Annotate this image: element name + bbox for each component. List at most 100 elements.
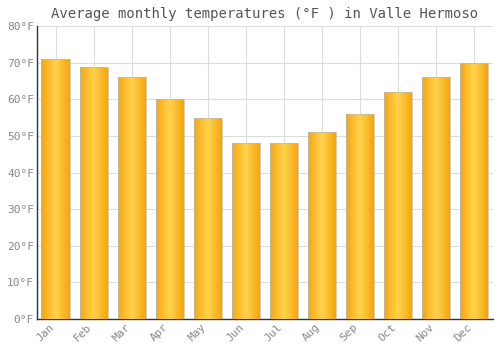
Bar [270,143,298,319]
Bar [388,92,390,319]
Bar [202,118,203,319]
Bar [107,66,108,319]
Bar [168,99,169,319]
Bar [172,99,174,319]
Bar [285,143,286,319]
Bar [480,63,482,319]
Bar [47,59,48,319]
Bar [248,143,249,319]
Bar [346,114,374,319]
Bar [42,59,43,319]
Bar [326,132,328,319]
Bar [393,92,394,319]
Bar [395,92,396,319]
Bar [474,63,475,319]
Bar [430,77,432,319]
Bar [53,59,54,319]
Bar [354,114,355,319]
Bar [60,59,62,319]
Bar [208,118,209,319]
Bar [324,132,325,319]
Bar [239,143,240,319]
Bar [402,92,404,319]
Bar [319,132,320,319]
Bar [482,63,484,319]
Bar [408,92,410,319]
Bar [254,143,256,319]
Bar [477,63,478,319]
Bar [346,114,348,319]
Bar [328,132,330,319]
Bar [94,66,96,319]
Bar [240,143,241,319]
Bar [334,132,336,319]
Bar [198,118,200,319]
Bar [69,59,70,319]
Bar [125,77,126,319]
Bar [92,66,93,319]
Bar [196,118,198,319]
Bar [246,143,247,319]
Bar [183,99,184,319]
Bar [288,143,290,319]
Bar [160,99,162,319]
Bar [322,132,323,319]
Bar [441,77,442,319]
Bar [476,63,477,319]
Bar [460,63,461,319]
Bar [200,118,201,319]
Bar [286,143,287,319]
Bar [292,143,294,319]
Bar [250,143,252,319]
Bar [439,77,440,319]
Bar [434,77,435,319]
Bar [169,99,170,319]
Bar [479,63,480,319]
Bar [129,77,130,319]
Bar [330,132,332,319]
Bar [138,77,140,319]
Bar [102,66,104,319]
Bar [166,99,167,319]
Bar [428,77,430,319]
Bar [486,63,488,319]
Bar [484,63,486,319]
Bar [64,59,66,319]
Bar [84,66,85,319]
Bar [462,63,464,319]
Bar [318,132,319,319]
Bar [282,143,283,319]
Bar [80,66,82,319]
Bar [158,99,160,319]
Bar [390,92,392,319]
Bar [442,77,444,319]
Bar [478,63,479,319]
Bar [308,132,336,319]
Bar [98,66,100,319]
Bar [444,77,446,319]
Bar [355,114,356,319]
Bar [130,77,131,319]
Bar [436,77,437,319]
Bar [58,59,59,319]
Bar [136,77,138,319]
Bar [435,77,436,319]
Bar [424,77,426,319]
Bar [49,59,50,319]
Bar [470,63,471,319]
Bar [212,118,214,319]
Bar [170,99,171,319]
Bar [448,77,450,319]
Bar [321,132,322,319]
Bar [256,143,258,319]
Bar [162,99,163,319]
Bar [270,143,272,319]
Bar [82,66,84,319]
Bar [44,59,46,319]
Bar [308,132,310,319]
Bar [460,63,488,319]
Bar [167,99,168,319]
Bar [316,132,317,319]
Bar [320,132,321,319]
Bar [180,99,182,319]
